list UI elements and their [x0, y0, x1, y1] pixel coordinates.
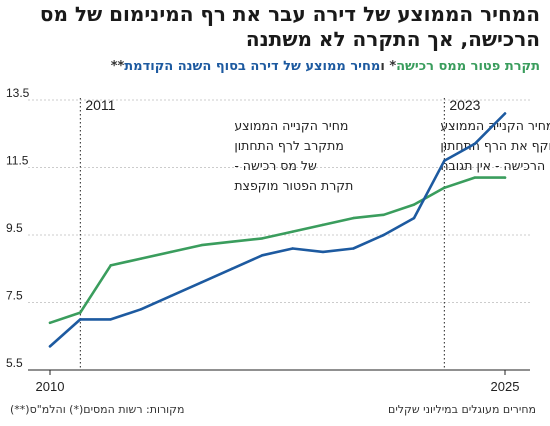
- data-point: [412, 203, 416, 206]
- y-tick-label: 5.5: [6, 356, 23, 370]
- data-point: [170, 250, 173, 254]
- data-point: [412, 216, 416, 220]
- x-tick-label: 2010: [36, 379, 65, 394]
- x-tick-label: 2025: [491, 379, 520, 394]
- data-point: [473, 142, 476, 146]
- data-point: [503, 176, 507, 179]
- data-point: [170, 294, 173, 297]
- y-tick-label: 9.5: [6, 221, 23, 235]
- y-tick-label: 7.5: [6, 289, 23, 303]
- y-tick-label: 11.5: [6, 154, 29, 168]
- series-line-blue: [48, 112, 507, 348]
- data-point: [79, 318, 82, 321]
- sources-note: מקורות: רשות המסים(*) והלמ"ס(**): [10, 403, 185, 416]
- data-point: [48, 321, 52, 324]
- annotation-year: 2023: [449, 97, 480, 113]
- annotation-text: מחיר הקנייה הממוצע: [234, 118, 348, 133]
- data-point: [261, 254, 264, 257]
- data-point: [503, 112, 507, 115]
- chart-legend: תקרת פטור ממס רכישה* ומחיר ממוצע של דירה…: [10, 58, 540, 76]
- data-point: [200, 281, 203, 284]
- legend-blue-label: מחיר ממוצע של דירה בסוף השנה הקודמת: [124, 59, 381, 74]
- annotation-text: של מס הרכישה - אין תגובה: [440, 158, 550, 173]
- data-point: [291, 230, 294, 233]
- data-point: [352, 247, 355, 250]
- data-point: [473, 176, 476, 179]
- y-tick-label: 13.5: [6, 86, 30, 100]
- data-point: [321, 250, 325, 254]
- data-point: [48, 345, 52, 348]
- data-point: [139, 308, 143, 311]
- data-point: [443, 186, 446, 189]
- annotation-text: מחיר הקנייה הממוצע: [440, 118, 550, 133]
- data-point: [321, 223, 325, 227]
- data-point: [200, 243, 203, 247]
- data-point: [261, 237, 264, 240]
- annotation-text: תקרת הפטור מוקפצת: [234, 178, 353, 193]
- annotation-text: מתקרב לרף התחתון: [234, 138, 344, 153]
- data-point: [382, 213, 385, 216]
- units-note: מחירים מעוגלים במיליוני שקלים: [388, 403, 536, 416]
- data-point: [79, 311, 82, 314]
- data-point: [352, 216, 355, 220]
- annotation-text: עוקף את הרף התחתון: [440, 138, 550, 153]
- legend-separator: * ו: [380, 59, 397, 74]
- data-point: [382, 233, 385, 237]
- data-point: [230, 240, 234, 243]
- data-point: [139, 257, 143, 260]
- chart-title: המחיר הממוצע של דירה עבר את רף המינימום …: [39, 2, 540, 51]
- data-point: [443, 159, 446, 162]
- data-point: [230, 267, 234, 270]
- legend-green-label: תקרת פטור ממס רכישה: [396, 59, 540, 74]
- series-line-green: [48, 176, 507, 325]
- annotation-year: 2011: [85, 97, 115, 113]
- data-point: [109, 318, 112, 321]
- legend-star: **: [110, 59, 125, 74]
- annotation-text: של מס רכישה -: [234, 158, 317, 173]
- data-point: [109, 264, 112, 267]
- data-point: [291, 247, 294, 250]
